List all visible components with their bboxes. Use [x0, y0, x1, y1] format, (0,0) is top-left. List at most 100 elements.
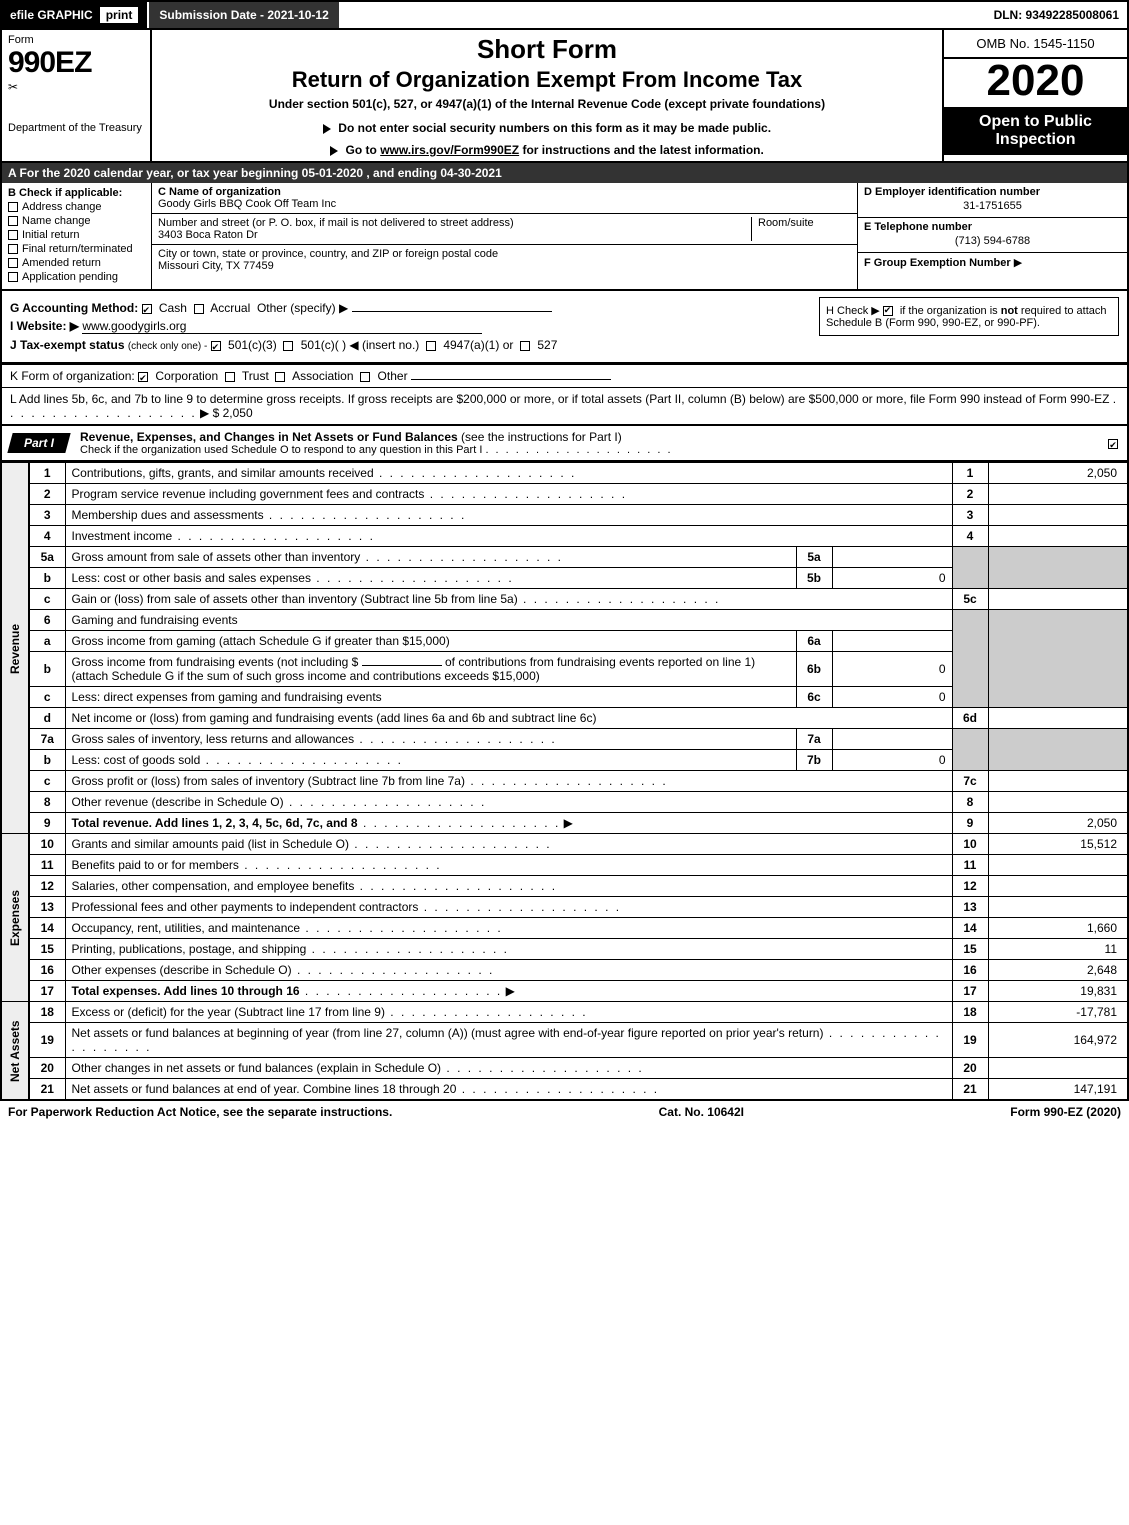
meta-section: H Check ▶ if the organization is not req… — [0, 291, 1129, 364]
amt-col-18: 18 — [952, 1002, 988, 1023]
chk-name-change[interactable]: Name change — [8, 215, 145, 227]
chk-label: Name change — [22, 215, 91, 227]
k-opt-other: Other — [378, 369, 408, 383]
goto-line: Go to www.irs.gov/Form990EZ for instruct… — [160, 143, 934, 157]
j-hint: (check only one) - — [128, 341, 207, 352]
line-10-text: Grants and similar amounts paid (list in… — [72, 837, 349, 851]
chk-association[interactable] — [275, 372, 285, 382]
line-6-text: Gaming and fundraising events — [65, 610, 952, 631]
part1-table: Revenue 1 Contributions, gifts, grants, … — [0, 462, 1129, 1100]
line-5b-text: Less: cost or other basis and sales expe… — [72, 571, 311, 585]
amt-col-21: 21 — [952, 1079, 988, 1100]
amt-16: 2,648 — [988, 960, 1128, 981]
k-opt-trust: Trust — [242, 369, 269, 383]
line-num: 1 — [29, 463, 65, 484]
chk-address-change[interactable]: Address change — [8, 201, 145, 213]
line-14-text: Occupancy, rent, utilities, and maintena… — [72, 921, 301, 935]
opt-501c: 501(c)( ) ◀ (insert no.) — [301, 338, 420, 352]
footer-center: Cat. No. 10642I — [659, 1105, 744, 1119]
sub-7a: 7a — [796, 729, 832, 750]
chk-label: Address change — [22, 201, 102, 213]
j-label: J Tax-exempt status — [10, 338, 125, 352]
line-21-text: Net assets or fund balances at end of ye… — [72, 1082, 457, 1096]
chk-501c3[interactable] — [211, 341, 221, 351]
amt-col-11: 11 — [952, 855, 988, 876]
spacer — [339, 2, 986, 28]
part1-schedule-o-checkbox[interactable] — [1103, 436, 1127, 450]
short-form-title: Short Form — [160, 34, 934, 65]
amt-8 — [988, 792, 1128, 813]
subamt-5b: 0 — [832, 568, 952, 589]
city: Missouri City, TX 77459 — [158, 260, 851, 272]
print-button[interactable]: print — [99, 6, 140, 24]
h-checkbox[interactable] — [883, 306, 893, 316]
amt-7c — [988, 771, 1128, 792]
g-label: G Accounting Method: — [10, 301, 138, 315]
chk-initial-return[interactable]: Initial return — [8, 229, 145, 241]
chk-trust[interactable] — [225, 372, 235, 382]
chk-amended-return[interactable]: Amended return — [8, 257, 145, 269]
line-3-text: Membership dues and assessments — [72, 508, 264, 522]
amt-17: 19,831 — [988, 981, 1128, 1002]
line-6b-fillin[interactable] — [362, 665, 442, 666]
form-number: 990EZ — [8, 46, 144, 80]
amt-col-9: 9 — [952, 813, 988, 834]
form-label: Form — [8, 34, 144, 46]
amt-6d — [988, 708, 1128, 729]
chk-cash[interactable] — [142, 304, 152, 314]
part1-check-line: Check if the organization used Schedule … — [80, 444, 1099, 456]
phone-value: (713) 594-6788 — [864, 233, 1121, 249]
arrow-icon: ▶ — [1014, 257, 1022, 269]
triangle-icon — [323, 124, 331, 134]
warning-text: Do not enter social security numbers on … — [338, 121, 771, 135]
amt-21: 147,191 — [988, 1079, 1128, 1100]
form-header: Form 990EZ ✂ Department of the Treasury … — [0, 30, 1129, 163]
subamt-7a — [832, 729, 952, 750]
chk-label: Final return/terminated — [22, 243, 133, 255]
chk-corporation[interactable] — [138, 372, 148, 382]
chk-final-return[interactable]: Final return/terminated — [8, 243, 145, 255]
chk-4947[interactable] — [426, 341, 436, 351]
chk-527[interactable] — [520, 341, 530, 351]
subamt-6a — [832, 631, 952, 652]
amt-col-4: 4 — [952, 526, 988, 547]
part1-title: Revenue, Expenses, and Changes in Net As… — [76, 426, 1103, 460]
amt-col-13: 13 — [952, 897, 988, 918]
cash-label: Cash — [159, 301, 187, 315]
line-16-text: Other expenses (describe in Schedule O) — [72, 963, 292, 977]
tax-period: A For the 2020 calendar year, or tax yea… — [0, 163, 1129, 183]
page-footer: For Paperwork Reduction Act Notice, see … — [0, 1100, 1129, 1123]
goto-pre: Go to — [346, 143, 381, 157]
chk-label: Initial return — [22, 229, 79, 241]
other-specify-field[interactable] — [352, 311, 552, 312]
entity-info: B Check if applicable: Address change Na… — [0, 183, 1129, 291]
street-row: Number and street (or P. O. box, if mail… — [152, 214, 857, 245]
dln: DLN: 93492285008061 — [986, 2, 1127, 28]
amt-col-1: 1 — [952, 463, 988, 484]
irs-link[interactable]: www.irs.gov/Form990EZ — [380, 143, 519, 157]
opt-501c3: 501(c)(3) — [228, 338, 277, 352]
section-b: B Check if applicable: Address change Na… — [2, 183, 152, 289]
k-label: K Form of organization: — [10, 369, 135, 383]
header-center: Short Form Return of Organization Exempt… — [152, 30, 942, 161]
line-4-text: Investment income — [72, 529, 173, 543]
chk-501c[interactable] — [283, 341, 293, 351]
footer-right: Form 990-EZ (2020) — [1010, 1105, 1121, 1119]
part1-hint: (see the instructions for Part I) — [461, 430, 622, 444]
section-k: K Form of organization: Corporation Trus… — [0, 364, 1129, 387]
subamt-7b: 0 — [832, 750, 952, 771]
amt-col-16: 16 — [952, 960, 988, 981]
subtitle: Under section 501(c), 527, or 4947(a)(1)… — [160, 97, 934, 111]
amt-col-8: 8 — [952, 792, 988, 813]
k-other-field[interactable] — [411, 379, 611, 380]
submission-date: Submission Date - 2021-10-12 — [147, 2, 338, 28]
efile-text: efile GRAPHIC — [10, 8, 93, 22]
line-7a-text: Gross sales of inventory, less returns a… — [72, 732, 355, 746]
chk-accrual[interactable] — [194, 304, 204, 314]
sub-6a: 6a — [796, 631, 832, 652]
line-6d-text: Net income or (loss) from gaming and fun… — [72, 711, 597, 725]
sub-5a: 5a — [796, 547, 832, 568]
chk-application-pending[interactable]: Application pending — [8, 271, 145, 283]
goto-post: for instructions and the latest informat… — [522, 143, 763, 157]
chk-other-org[interactable] — [360, 372, 370, 382]
